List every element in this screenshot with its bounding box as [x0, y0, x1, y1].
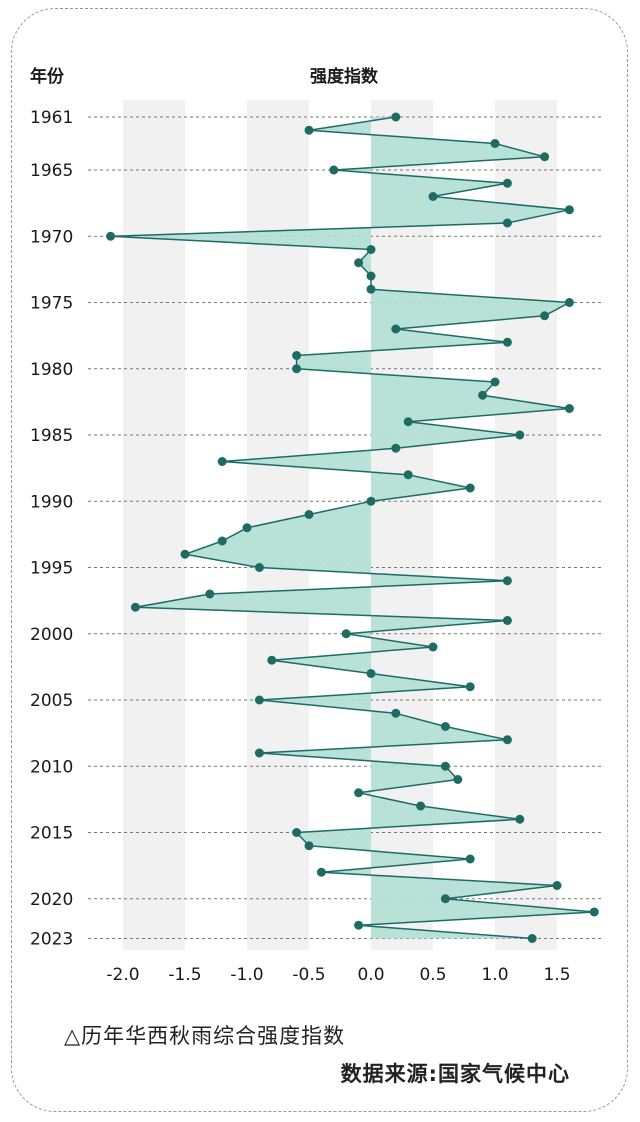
point-1968: [564, 205, 574, 215]
band-3: [495, 100, 557, 950]
point-1998: [130, 602, 140, 612]
point-2017: [465, 854, 475, 864]
point-2023: [527, 934, 537, 943]
point-2008: [502, 735, 512, 745]
point-1986: [391, 443, 401, 453]
point-1966: [502, 178, 512, 188]
year-label-2015: 2015: [30, 824, 73, 844]
year-label-2005: 2005: [30, 691, 73, 711]
point-1993: [217, 536, 227, 546]
x-tick-1.5: 1.5: [543, 965, 570, 985]
point-2013: [416, 801, 426, 811]
point-2018: [316, 867, 326, 877]
point-1996: [502, 576, 512, 586]
point-1978: [502, 337, 512, 347]
x-tick--1.0: -1.0: [230, 965, 263, 985]
point-1964: [540, 152, 550, 162]
year-label-1980: 1980: [30, 360, 73, 380]
point-1999: [502, 616, 512, 625]
point-1972: [354, 258, 364, 268]
point-2021: [589, 907, 599, 917]
y-axis-title: 年份: [30, 66, 65, 87]
point-1989: [465, 483, 475, 493]
point-1983: [564, 404, 574, 413]
year-label-1985: 1985: [30, 426, 73, 446]
x-tick-0.5: 0.5: [419, 965, 446, 985]
point-2007: [440, 722, 450, 731]
year-label-1975: 1975: [30, 294, 73, 314]
x-tick-labels: -2.0 -1.5 -1.0 -0.5 0.0 0.5 1.0 1.5: [106, 965, 570, 985]
point-1987: [217, 457, 227, 466]
point-1981: [490, 377, 500, 387]
point-1962: [304, 125, 314, 135]
year-label-2000: 2000: [30, 625, 73, 645]
point-1969: [502, 218, 512, 228]
x-tick-1.0: 1.0: [481, 965, 508, 985]
point-2009: [254, 748, 264, 758]
point-1971: [366, 245, 376, 254]
x-tick--0.5: -0.5: [292, 965, 325, 985]
point-2001: [428, 642, 438, 652]
band-0: [123, 100, 185, 950]
point-1970: [106, 231, 116, 241]
point-2015: [292, 828, 302, 837]
point-2016: [304, 841, 314, 851]
point-1980: [292, 364, 302, 374]
point-1977: [391, 324, 401, 334]
x-tick--1.5: -1.5: [168, 965, 201, 985]
point-1967: [428, 192, 438, 201]
year-label-1961: 1961: [30, 108, 73, 128]
point-1990: [366, 496, 376, 506]
data-points: [106, 112, 599, 943]
point-1994: [180, 549, 190, 559]
point-2012: [354, 788, 364, 798]
point-2019: [552, 881, 562, 890]
point-1985: [515, 430, 525, 440]
point-1976: [540, 311, 550, 321]
x-tick-0.0: 0.0: [357, 965, 384, 985]
year-label-1990: 1990: [30, 492, 73, 512]
point-1991: [304, 510, 314, 519]
year-label-2010: 2010: [30, 757, 73, 777]
year-label-1965: 1965: [30, 161, 73, 181]
point-1963: [490, 139, 500, 148]
point-1973: [366, 271, 376, 281]
point-2002: [267, 655, 277, 665]
point-2020: [440, 894, 450, 904]
point-1965: [329, 165, 339, 175]
point-1988: [403, 470, 413, 480]
point-1984: [403, 417, 413, 427]
chart-title: 强度指数: [310, 66, 379, 87]
year-label-1995: 1995: [30, 559, 73, 579]
point-2011: [453, 775, 463, 784]
point-2022: [354, 920, 364, 930]
card-border: [11, 8, 628, 1112]
year-labels: 1961 1965 1970 1975 1980 1985 1990 1995 2000 2005…: [30, 108, 73, 950]
point-2005: [254, 695, 264, 705]
point-1979: [292, 351, 302, 360]
point-2003: [366, 669, 376, 678]
point-2006: [391, 708, 401, 718]
data-source: 数据来源:国家气候中心: [340, 1062, 570, 1086]
point-2010: [440, 761, 450, 771]
year-label-2020: 2020: [30, 890, 73, 910]
point-2014: [515, 814, 525, 824]
year-label-1970: 1970: [30, 227, 73, 247]
figure-caption: △历年华西秋雨综合强度指数: [64, 1024, 346, 1048]
year-label-2023: 2023: [30, 930, 73, 950]
point-1974: [366, 284, 376, 294]
point-2004: [465, 682, 475, 692]
point-1961: [391, 112, 401, 122]
point-1975: [564, 298, 574, 307]
point-1992: [242, 523, 252, 533]
point-1995: [254, 563, 264, 572]
point-2000: [341, 629, 351, 639]
point-1982: [478, 390, 488, 400]
x-tick--2.0: -2.0: [106, 965, 139, 985]
point-1997: [205, 589, 215, 599]
